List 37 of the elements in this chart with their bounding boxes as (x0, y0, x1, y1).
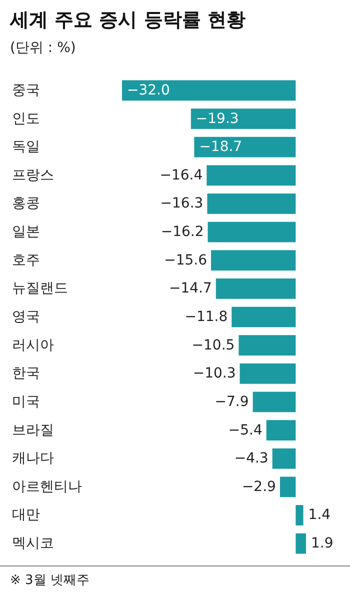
y-tick-label: 브라질 (12, 422, 54, 438)
y-tick-label: 프랑스 (12, 167, 54, 184)
data-label: −11.8 (184, 309, 228, 325)
y-tick-label: 영국 (12, 309, 40, 325)
data-label: −10.5 (192, 337, 235, 354)
data-label: 1.4 (308, 507, 331, 524)
data-label: −7.9 (214, 394, 249, 410)
y-tick-label: 멕시코 (12, 536, 54, 552)
data-label: −4.3 (234, 450, 268, 467)
y-tick-label: 캐나다 (12, 450, 54, 467)
y-tick-label: 미국 (12, 394, 40, 410)
data-label: 1.9 (311, 536, 334, 552)
chart-subtitle: (단위 : %) (10, 40, 76, 56)
text: ※ 3월 넷째주 (10, 573, 90, 588)
data-label: −14.7 (168, 280, 212, 297)
y-tick-label: 독일 (12, 139, 40, 156)
y-tick-label: 한국 (12, 366, 40, 382)
data-label: −32.0 (127, 82, 170, 98)
data-label: −15.6 (164, 252, 208, 268)
data-label: −2.9 (242, 478, 276, 495)
y-tick-label: 인도 (12, 110, 40, 127)
data-label: −16.2 (160, 224, 204, 240)
data-label: −16.3 (160, 196, 204, 212)
y-tick-label: 홍콩 (12, 196, 40, 212)
data-label: −18.7 (199, 139, 242, 156)
data-label: −16.4 (160, 167, 203, 184)
y-tick-label: 호주 (12, 252, 40, 268)
y-tick-label: 중국 (12, 82, 40, 98)
y-tick-label: 일본 (12, 224, 40, 240)
data-label: −19.3 (196, 110, 239, 127)
chart-title: 세계 주요 증시 등락률 현황 (9, 9, 246, 31)
y-tick-label: 뉴질랜드 (12, 280, 68, 297)
y-tick-label: 러시아 (12, 337, 54, 354)
data-label: −10.3 (192, 366, 236, 382)
data-label: −5.4 (228, 422, 262, 438)
y-tick-label: 아르헨티나 (12, 478, 82, 495)
y-tick-label: 대만 (12, 507, 40, 524)
